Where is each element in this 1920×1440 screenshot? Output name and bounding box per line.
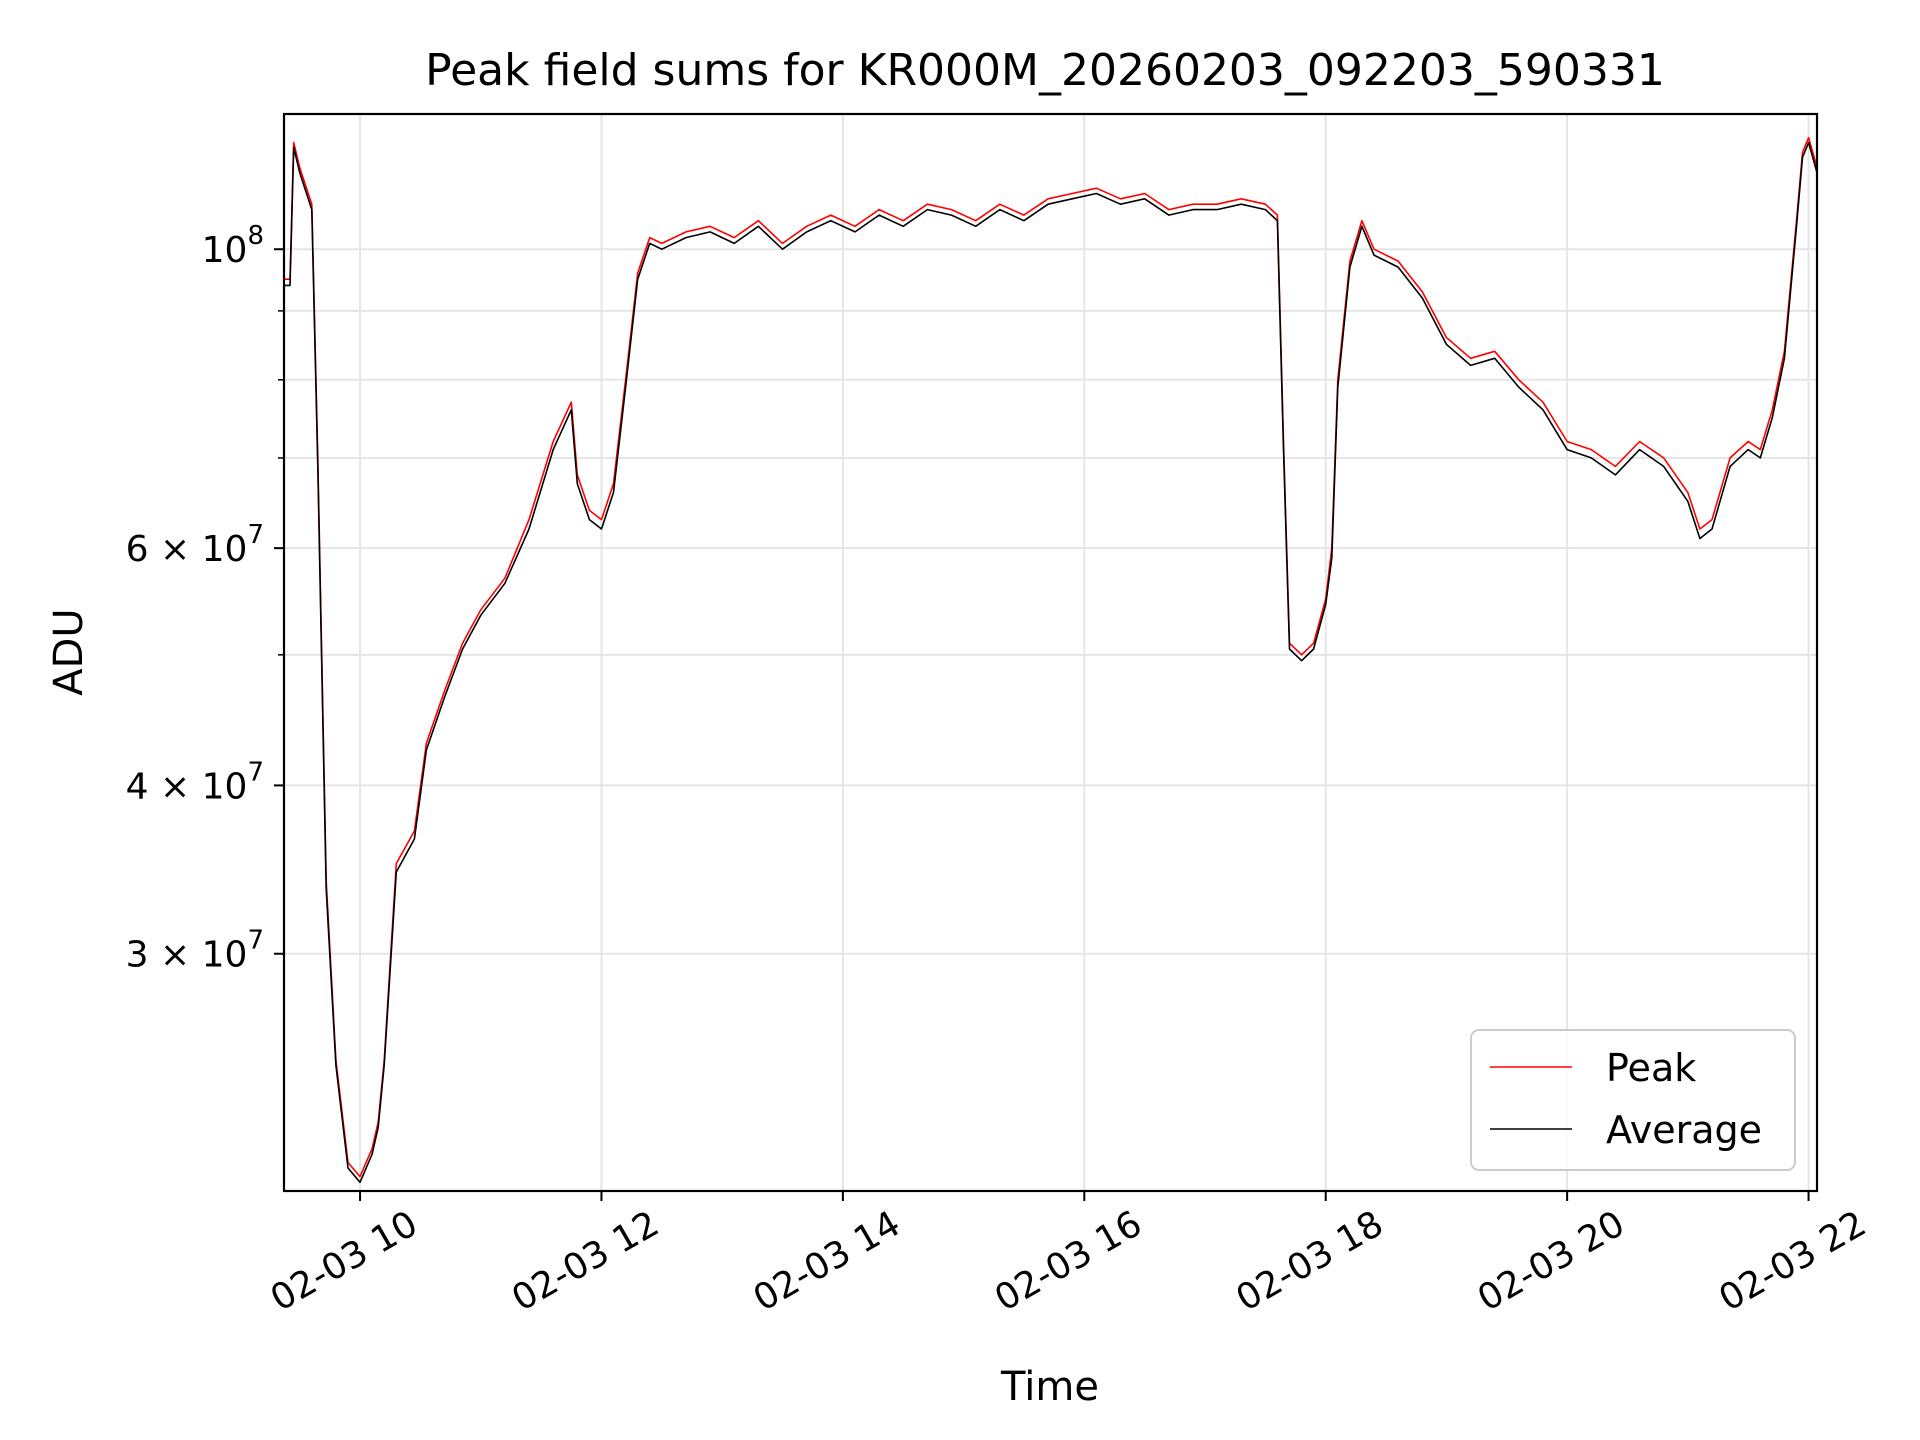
legend-label-peak: Peak	[1606, 1046, 1696, 1090]
grid-layer	[284, 114, 1817, 1191]
chart-title: Peak field sums for KR000M_20260203_0922…	[425, 45, 1665, 96]
x-axis-label: Time	[1000, 1364, 1099, 1410]
y-tick-label: 108	[202, 221, 264, 271]
y-tick-label: 4 × 107	[126, 757, 264, 807]
y-tick-label: 6 × 107	[126, 520, 264, 570]
legend-label-average: Average	[1606, 1108, 1762, 1152]
y-tick-label: 3 × 107	[126, 926, 264, 976]
series-layer	[284, 136, 1818, 1184]
y-axis-label: ADU	[46, 608, 92, 695]
series-line-peak	[284, 136, 1818, 1178]
legend: Peak Average	[1470, 1029, 1796, 1171]
legend-box	[1470, 1029, 1796, 1171]
plot-area-frame	[282, 112, 1819, 1193]
series-line-average	[284, 141, 1818, 1184]
